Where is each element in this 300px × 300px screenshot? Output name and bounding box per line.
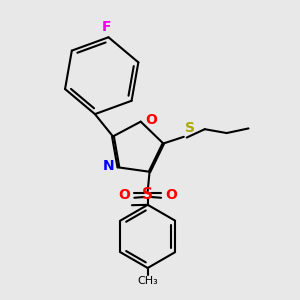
Text: O: O [145, 113, 157, 127]
Text: CH₃: CH₃ [137, 276, 158, 286]
Text: O: O [119, 188, 130, 202]
Text: S: S [142, 187, 153, 202]
Text: F: F [102, 20, 111, 34]
Text: O: O [165, 188, 177, 202]
Text: S: S [185, 121, 195, 135]
Text: N: N [102, 159, 114, 173]
